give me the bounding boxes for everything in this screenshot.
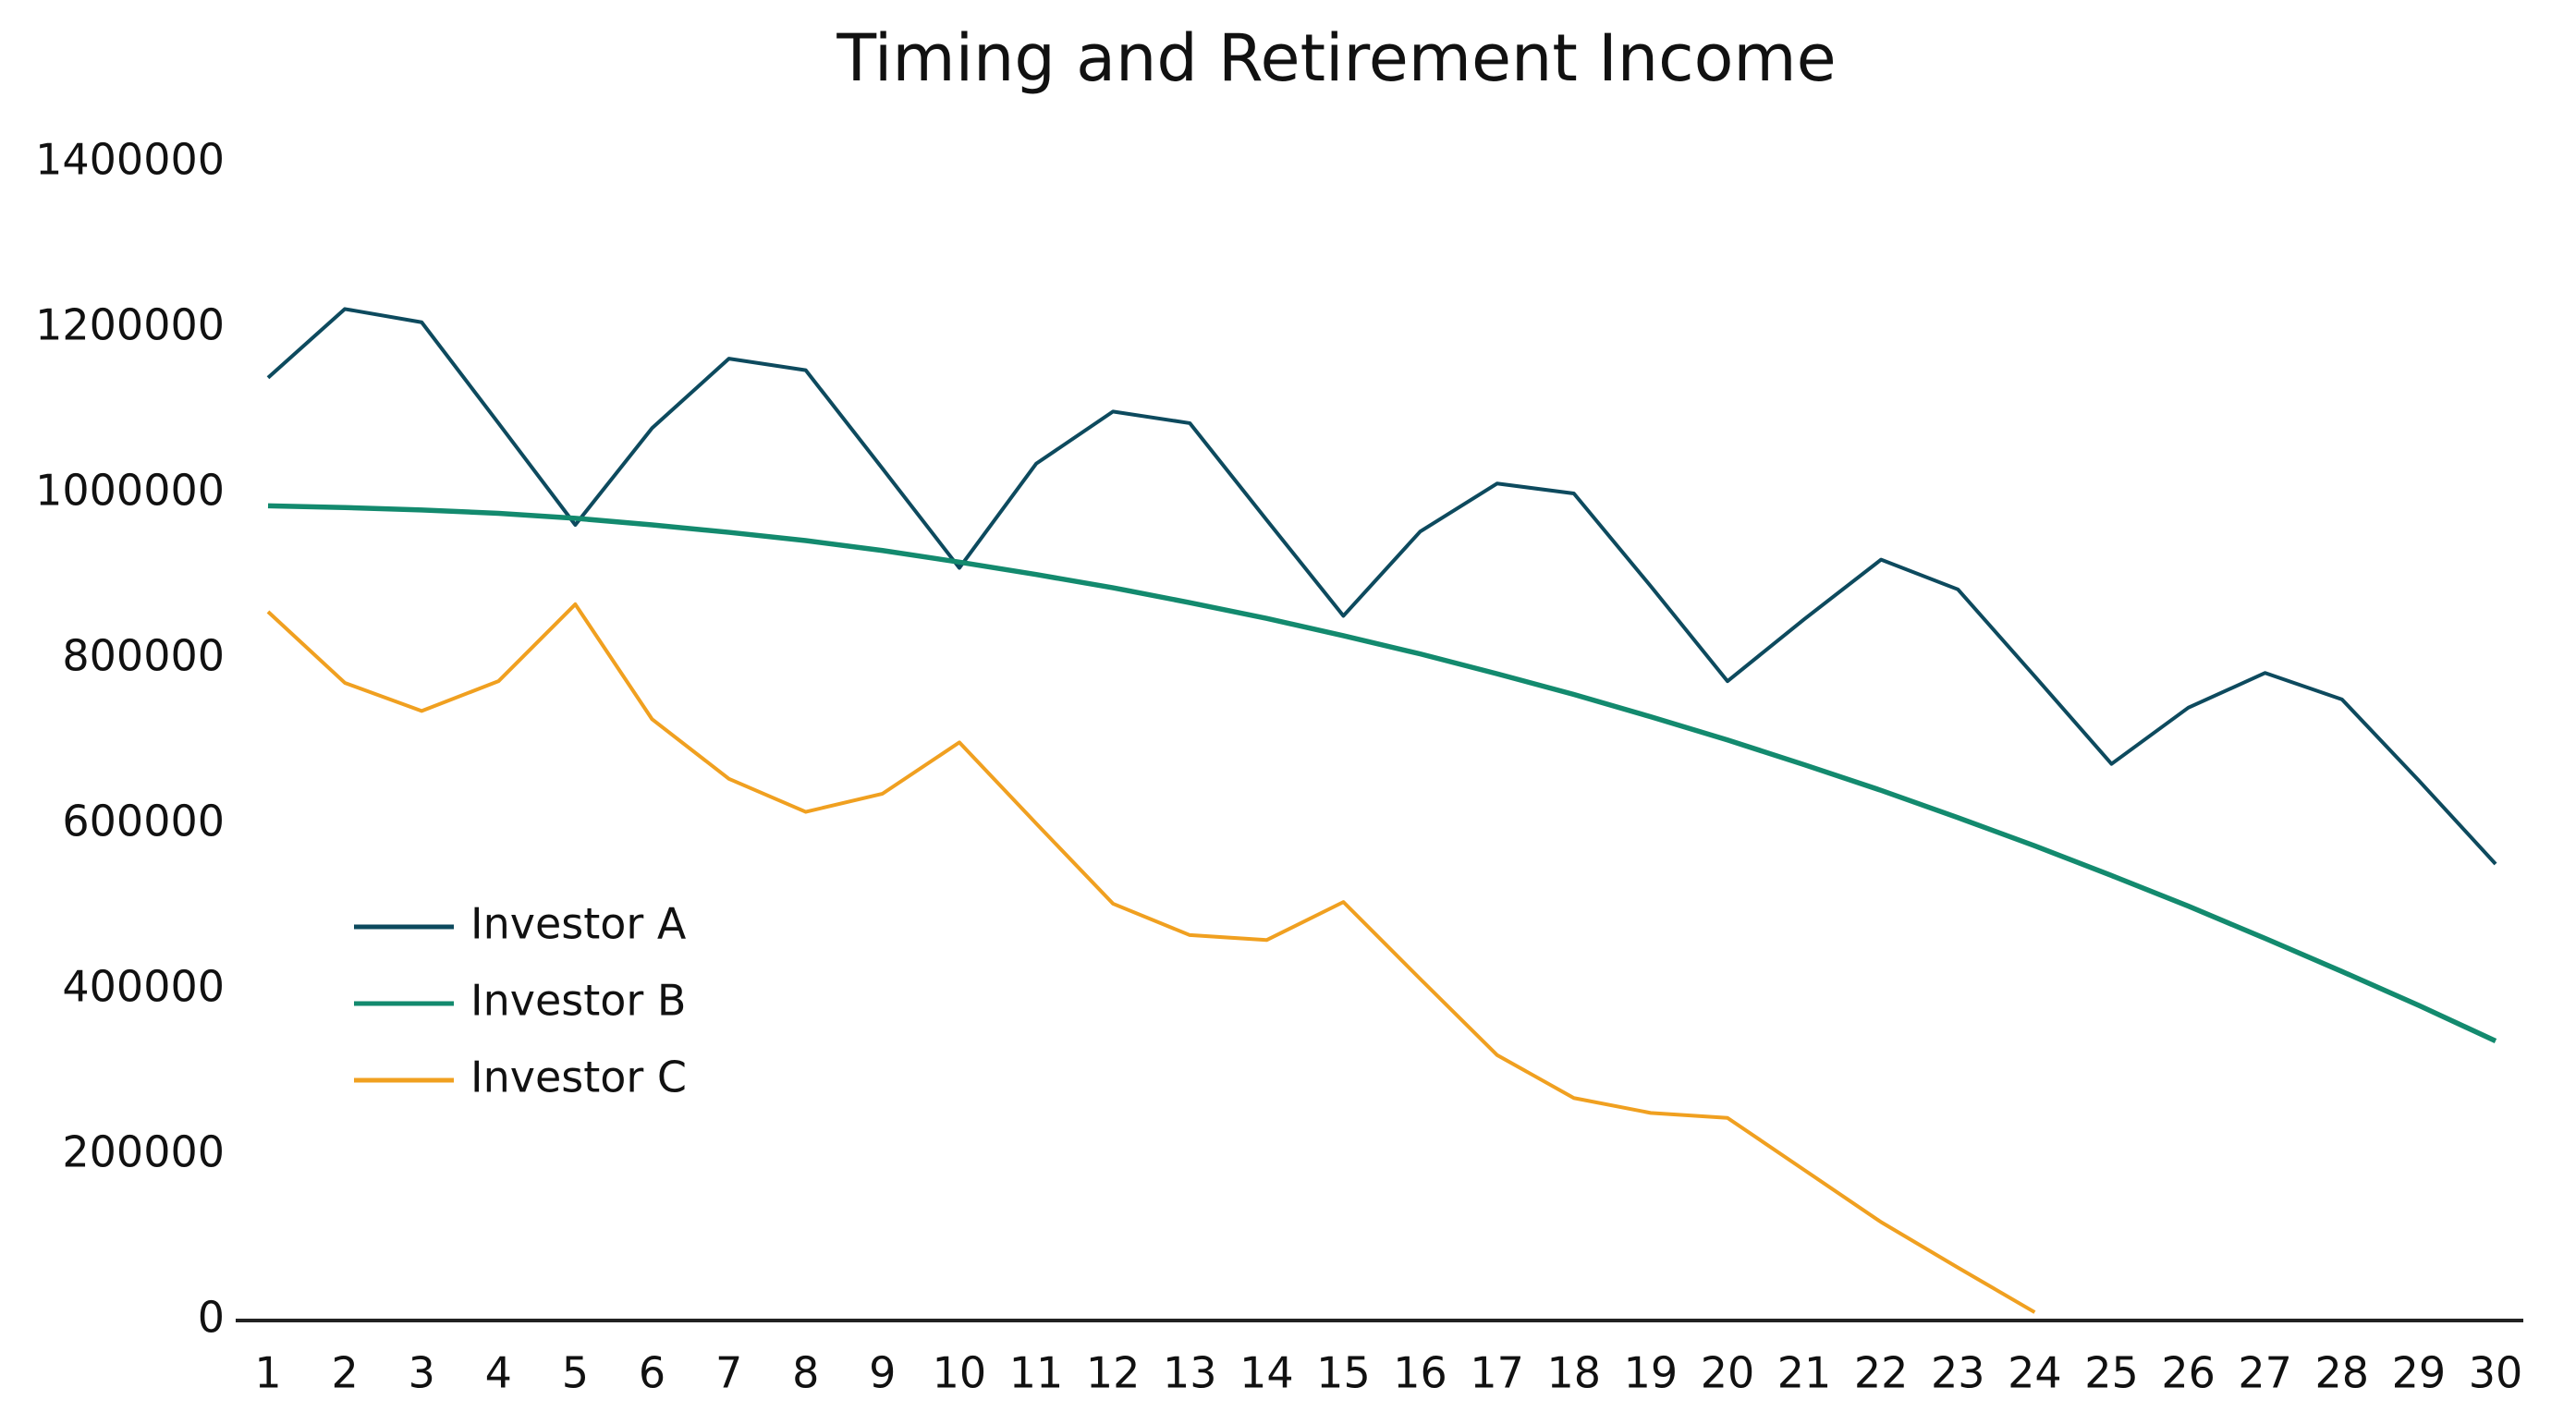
y-tick-label: 200000	[62, 1127, 225, 1177]
x-tick-label: 7	[715, 1348, 742, 1398]
x-tick-label: 10	[933, 1348, 987, 1398]
x-tick-label: 11	[1009, 1348, 1064, 1398]
x-tick-label: 6	[639, 1348, 665, 1398]
x-tick-label: 26	[2161, 1348, 2216, 1398]
line-series	[266, 307, 2497, 866]
line-series	[267, 503, 2497, 1043]
x-tick-label: 12	[1086, 1348, 1141, 1398]
legend-label: Investor B	[470, 976, 686, 1026]
x-tick-label: 8	[792, 1348, 819, 1398]
x-tick-label: 25	[2084, 1348, 2139, 1398]
x-tick-label: 21	[1777, 1348, 1832, 1398]
y-tick-label: 1400000	[35, 135, 225, 185]
x-tick-label: 19	[1624, 1348, 1679, 1398]
x-tick-label: 27	[2238, 1348, 2292, 1398]
x-tick-label: 18	[1546, 1348, 1601, 1398]
line-series	[266, 602, 2036, 1314]
legend-label: Investor A	[470, 899, 687, 949]
y-tick-label: 1000000	[35, 466, 225, 516]
x-tick-label: 9	[869, 1348, 896, 1398]
y-tick-label: 1200000	[35, 300, 225, 350]
y-tick-label: 600000	[62, 797, 225, 846]
y-tick-label: 400000	[62, 962, 225, 1012]
x-tick-label: 24	[2008, 1348, 2062, 1398]
x-tick-label: 1	[254, 1348, 281, 1398]
x-tick-label: 23	[1931, 1348, 1985, 1398]
x-tick-label: 28	[2315, 1348, 2370, 1398]
x-tick-label: 16	[1393, 1348, 1447, 1398]
legend-label: Investor C	[470, 1053, 687, 1102]
x-tick-label: 4	[485, 1348, 512, 1398]
x-tick-label: 2	[331, 1348, 358, 1398]
x-tick-label: 13	[1163, 1348, 1217, 1398]
x-tick-label: 17	[1470, 1348, 1524, 1398]
x-tick-label: 3	[409, 1348, 435, 1398]
x-tick-label: 22	[1854, 1348, 1909, 1398]
x-tick-label: 15	[1316, 1348, 1371, 1398]
x-tick-label: 29	[2392, 1348, 2447, 1398]
x-tick-label: 5	[562, 1348, 589, 1398]
x-tick-label: 20	[1701, 1348, 1755, 1398]
x-tick-label: 14	[1239, 1348, 1294, 1398]
chart-title: Timing and Retirement Income	[836, 20, 1836, 96]
x-tick-label: 30	[2469, 1348, 2523, 1398]
y-tick-label: 0	[198, 1293, 225, 1343]
y-tick-label: 800000	[62, 631, 225, 681]
